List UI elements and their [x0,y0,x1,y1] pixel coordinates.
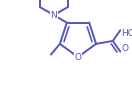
Text: O: O [121,44,128,53]
Text: HO: HO [121,29,132,38]
Text: O: O [74,52,81,61]
Text: N: N [50,11,57,20]
